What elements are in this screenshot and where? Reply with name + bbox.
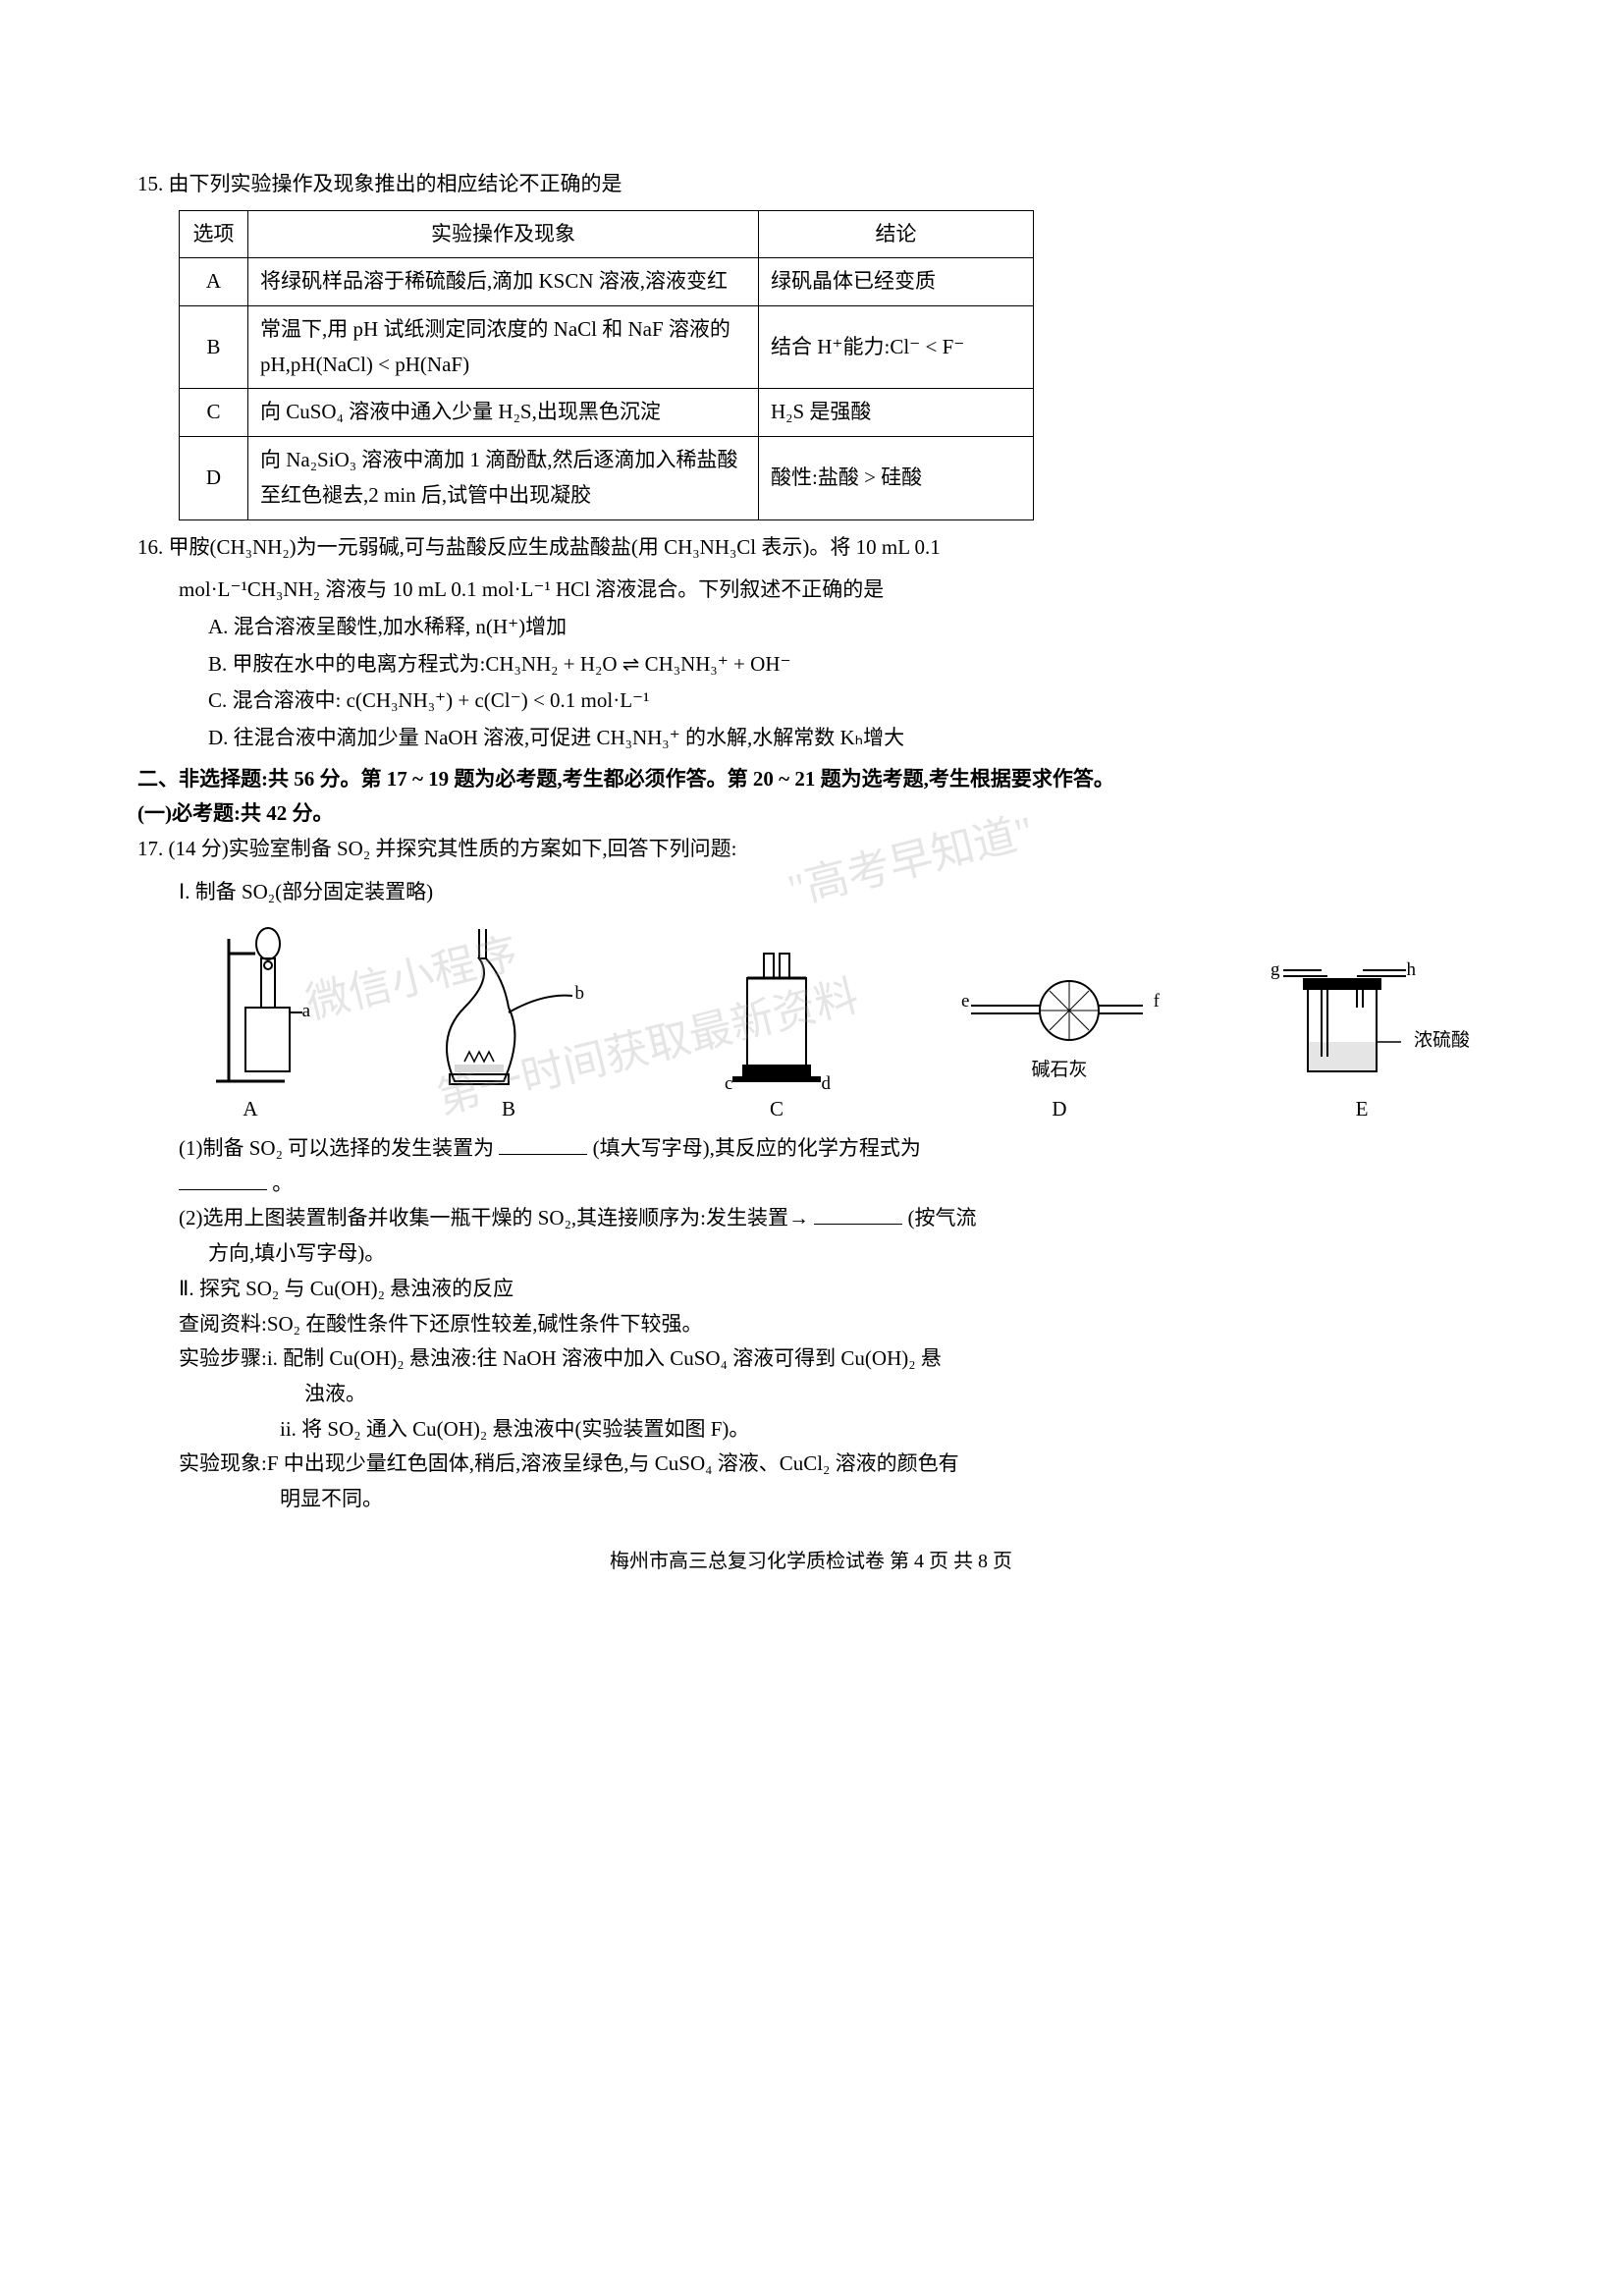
apparatus-e-label-h: h [1407,955,1417,986]
apparatus-d-text: 碱石灰 [1031,1055,1087,1086]
table-header-row: 选项 实验操作及现象 结论 [180,210,1034,258]
q17-sub2-text1: (2)选用上图装置制备并收集一瓶干燥的 SO₂,其连接顺序为:发生装置→ [179,1206,809,1230]
q15-th-opt: 选项 [180,210,248,258]
apparatus-c: c d C [713,939,840,1127]
q16-option-b: B. 甲胺在水中的电离方程式为:CH₃NH₂ + H₂O ⇌ CH₃NH₃⁺ +… [137,647,1485,683]
q17-phenom-line2: 明显不同。 [137,1482,1485,1517]
apparatus-a: a A [196,919,304,1127]
q17-steps-label: 实验步骤: [179,1346,267,1370]
q16-option-a: A. 混合溶液呈酸性,加水稀释, n(H⁺)增加 [137,610,1485,645]
section2-header: 二、非选择题:共 56 分。第 17 ~ 19 题为必考题,考生都必须作答。第 … [137,762,1485,797]
q15-r4-exp: 向 Na₂SiO₃ 溶液中滴加 1 滴酚酞,然后逐滴加入稀盐酸至红色褪去,2 m… [248,437,759,519]
apparatus-row: a A b B [137,919,1485,1127]
q16-stem: 16. 甲胺(CH₃NH₂)为一元弱碱,可与盐酸反应生成盐酸盐(用 CH₃NH₃… [137,530,1485,566]
q17-phenom-line1: F 中出现少量红色固体,稍后,溶液呈绿色,与 CuSO₄ 溶液、CuCl₂ 溶液… [267,1451,959,1475]
q15-r3-exp: 向 CuSO₄ 溶液中通入少量 H₂S,出现黑色沉淀 [248,389,759,437]
q15-r2-exp: 常温下,用 pH 试纸测定同浓度的 NaCl 和 NaF 溶液的 pH,pH(N… [248,306,759,389]
apparatus-d-label-f: f [1154,986,1160,1017]
apparatus-c-label-d: d [822,1068,832,1100]
q17-stem: 17. (14 分)实验室制备 SO₂ 并探究其性质的方案如下,回答下列问题: [137,832,1485,867]
q17-part1-title: Ⅰ. 制备 SO₂(部分固定装置略) [137,875,1485,910]
apparatus-c-label-c: c [725,1068,732,1100]
blank-3 [814,1204,902,1225]
q17-sub1-text1: (1)制备 SO₂ 可以选择的发生装置为 [179,1136,494,1160]
q17-sub2-line1: (2)选用上图装置制备并收集一瓶干燥的 SO₂,其连接顺序为:发生装置→ (按气… [137,1201,1485,1236]
q15-stem-text: 由下列实验操作及现象推出的相应结论不正确的是 [169,172,622,195]
apparatus-b-label-b: b [575,978,585,1010]
q16-option-c: C. 混合溶液中: c(CH₃NH₃⁺) + c(Cl⁻) < 0.1 mol·… [137,683,1485,719]
q15-r1-conc: 绿矾晶体已经变质 [759,258,1034,306]
apparatus-label-c: C [770,1092,784,1127]
q17-sub2-line2: 方向,填小写字母)。 [137,1236,1485,1272]
apparatus-e-label-g: g [1271,955,1280,986]
apparatus-b: b B [425,919,592,1127]
table-row: C 向 CuSO₄ 溶液中通入少量 H₂S,出现黑色沉淀 H₂S 是强酸 [180,389,1034,437]
apparatus-a-label-a: a [302,996,310,1027]
blank-1 [499,1134,587,1155]
q15-table: 选项 实验操作及现象 结论 A 将绿矾样品溶于稀硫酸后,滴加 KSCN 溶液,溶… [179,210,1034,520]
footer: 梅州市高三总复习化学质检试卷 第 4 页 共 8 页 [137,1545,1485,1578]
q17-sub1-line2-tail: 。 [272,1172,293,1195]
q17-sub1-line2: 。 [137,1167,1485,1202]
table-row: B 常温下,用 pH 试纸测定同浓度的 NaCl 和 NaF 溶液的 pH,pH… [180,306,1034,389]
q16-stem-line2: mol·L⁻¹CH₃NH₂ 溶液与 10 mL 0.1 mol·L⁻¹ HCl … [137,573,1485,608]
table-row: D 向 Na₂SiO₃ 溶液中滴加 1 滴酚酞,然后逐滴加入稀盐酸至红色褪去,2… [180,437,1034,519]
q17-phenom: 实验现象:F 中出现少量红色固体,稍后,溶液呈绿色,与 CuSO₄ 溶液、CuC… [137,1447,1485,1482]
apparatus-d: e f 碱石灰 D [961,957,1158,1127]
q17-sub2-tail: (按气流 [908,1206,977,1230]
apparatus-label-e: E [1356,1092,1369,1127]
apparatus-d-svg [961,957,1158,1055]
q17-step-i-line1: i. 配制 Cu(OH)₂ 悬浊液:往 NaOH 溶液中加入 CuSO₄ 溶液可… [267,1346,942,1370]
apparatus-c-svg [713,939,840,1086]
apparatus-d-label-e: e [961,986,969,1017]
q15-stem: 15. 由下列实验操作及现象推出的相应结论不正确的是 [137,167,1485,202]
apparatus-a-svg [196,919,304,1086]
section2-sub1: (一)必考题:共 42 分。 [137,796,1485,832]
q15-r3-conc: H₂S 是强酸 [759,389,1034,437]
q15-r4-conc: 酸性:盐酸 > 硅酸 [759,437,1034,519]
q16-number: 16. [137,535,163,559]
apparatus-label-d: D [1052,1092,1066,1127]
q17-sub1-tail: (填大写字母),其反应的化学方程式为 [593,1136,921,1160]
table-row: A 将绿矾样品溶于稀硫酸后,滴加 KSCN 溶液,溶液变红 绿矾晶体已经变质 [180,258,1034,306]
q15-r2-opt: B [180,306,248,389]
q15-number: 15. [137,172,163,195]
q17-stem-text: (14 分)实验室制备 SO₂ 并探究其性质的方案如下,回答下列问题: [169,837,737,860]
apparatus-b-svg [425,919,592,1086]
apparatus-e-text: 浓硫酸 [1414,1025,1492,1057]
q15-th-exp: 实验操作及现象 [248,210,759,258]
q16-stem-line1: 甲胺(CH₃NH₂)为一元弱碱,可与盐酸反应生成盐酸盐(用 CH₃NH₃Cl 表… [169,535,941,559]
q17-sub1-line1: (1)制备 SO₂ 可以选择的发生装置为 (填大写字母),其反应的化学方程式为 [137,1131,1485,1167]
q15-r1-exp: 将绿矾样品溶于稀硫酸后,滴加 KSCN 溶液,溶液变红 [248,258,759,306]
q17-part2-title: Ⅱ. 探究 SO₂ 与 Cu(OH)₂ 悬浊液的反应 [137,1272,1485,1307]
q15-r3-opt: C [180,389,248,437]
apparatus-e-svg [1278,949,1445,1086]
apparatus-e: g h 浓硫酸 E [1278,949,1445,1127]
apparatus-label-b: B [502,1092,515,1127]
q17-number: 17. [137,837,163,860]
q17-phenom-label: 实验现象: [179,1451,267,1475]
q15-r2-conc: 结合 H⁺能力:Cl⁻ < F⁻ [759,306,1034,389]
q17-steps: 实验步骤:i. 配制 Cu(OH)₂ 悬浊液:往 NaOH 溶液中加入 CuSO… [137,1341,1485,1377]
q17-step-i-line2: 浊液。 [137,1377,1485,1412]
q15-r1-opt: A [180,258,248,306]
blank-2 [179,1170,267,1190]
q17-info: 查阅资料:SO₂ 在酸性条件下还原性较差,碱性条件下较强。 [137,1307,1485,1342]
q17-step-ii: ii. 将 SO₂ 通入 Cu(OH)₂ 悬浊液中(实验装置如图 F)。 [137,1412,1485,1448]
q16-option-d: D. 往混合液中滴加少量 NaOH 溶液,可促进 CH₃NH₃⁺ 的水解,水解常… [137,721,1485,756]
page: "高考早知道" 微信小程序 第一时间获取最新资料 15. 由下列实验操作及现象推… [137,167,1485,1578]
q15-r4-opt: D [180,437,248,519]
apparatus-label-a: A [243,1092,257,1127]
q15-th-conc: 结论 [759,210,1034,258]
